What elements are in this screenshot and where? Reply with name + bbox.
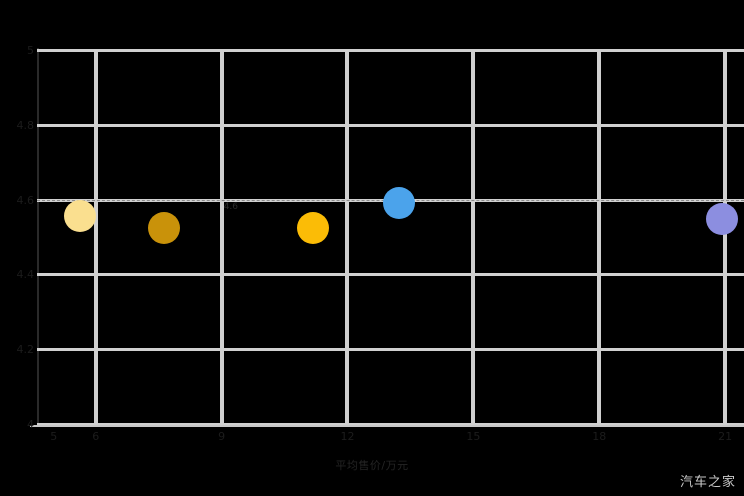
gridline-horizontal (37, 49, 744, 52)
gridline-vertical (345, 50, 350, 424)
x-axis-tick-label: 12 (340, 430, 355, 443)
data-point-bubble[interactable] (705, 203, 738, 236)
gridline-vertical (93, 50, 98, 424)
y-axis-tick-label: 4.6 (16, 193, 35, 207)
x-axis-title: 平均售价/万元 (335, 459, 409, 472)
data-point-bubble[interactable] (148, 212, 181, 245)
gridline-vertical (219, 50, 224, 424)
gridline-vertical (723, 50, 728, 424)
gridline-horizontal (37, 423, 744, 426)
watermark-autohome: 汽车之家 (679, 475, 736, 490)
reference-line-label: 4.6 (223, 201, 239, 212)
x-axis-line (30, 425, 744, 427)
data-point-bubble[interactable] (63, 200, 96, 233)
gridline-vertical (471, 50, 476, 424)
x-axis-tick-label: 6 (92, 430, 100, 443)
x-axis-tick-label: 15 (466, 430, 481, 443)
x-axis-tick-label: 21 (718, 430, 733, 443)
gridline-horizontal (37, 348, 744, 352)
x-axis-tick-label: 18 (592, 430, 607, 443)
y-axis-tick-label: 4 (27, 418, 34, 431)
y-axis-tick-label: 4.4 (16, 268, 35, 282)
gridline-horizontal (37, 123, 744, 127)
y-axis-tick-label: 4.2 (16, 343, 35, 357)
x-axis-tick-label: 9 (218, 430, 226, 443)
gridline-horizontal (37, 273, 744, 277)
x-axis-tick-label: 5 (50, 430, 58, 443)
data-point-bubble[interactable] (382, 186, 415, 219)
y-axis-tick-label: 4.8 (16, 118, 35, 132)
gridline-vertical (597, 50, 602, 424)
y-axis-tick-label: 5 (27, 44, 34, 57)
plot-area: 4.6 (37, 49, 744, 426)
y-axis-line (37, 48, 39, 427)
data-point-bubble[interactable] (297, 212, 330, 245)
